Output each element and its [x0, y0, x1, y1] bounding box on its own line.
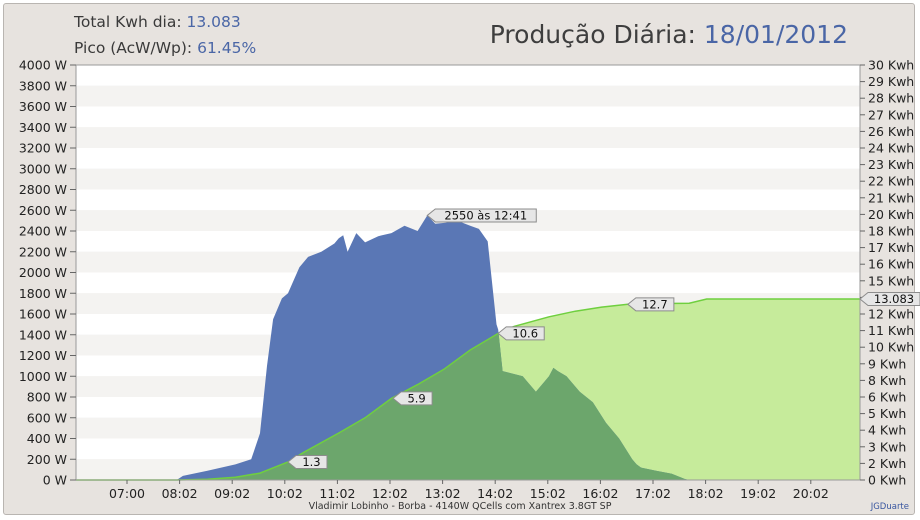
data-label: 10.6 [512, 326, 538, 340]
y-right-tick-label: 3 Kwh [868, 439, 906, 454]
y-right-tick-label: 0 Kwh [868, 473, 906, 488]
y-left-tick-label: 400 W [27, 431, 67, 446]
daily-total-value: 13.083 [186, 13, 241, 31]
x-tick-label: 17:02 [635, 486, 671, 501]
peak-ratio: Pico (AcW/Wp): 61.45% [74, 39, 256, 57]
data-label-box [426, 208, 537, 223]
y-right-tick-label: 8 Kwh [868, 373, 906, 388]
y-right-tick-label: 6 Kwh [868, 390, 906, 405]
data-label-box [497, 326, 545, 341]
y-left-tick-label: 3000 W [19, 161, 67, 176]
y-right-tick-label: 12 Kwh [868, 307, 914, 322]
y-left-tick-label: 3600 W [19, 99, 67, 114]
chart-title-label: Produção Diária: [489, 20, 696, 49]
y-right-tick-label: 27 Kwh [868, 107, 914, 122]
x-tick-label: 16:02 [582, 486, 618, 501]
grid-band [76, 189, 860, 211]
x-tick-label: 11:02 [319, 486, 355, 501]
y-right-tick-label: 24 Kwh [868, 141, 914, 156]
y-right-tick-label: 15 Kwh [868, 273, 914, 288]
y-left-tick-label: 600 W [27, 410, 67, 425]
data-label-box [287, 455, 328, 470]
y-right-tick-label: 2 Kwh [868, 456, 906, 471]
y-left-tick-label: 800 W [27, 390, 67, 405]
y-right-tick-label: 4 Kwh [868, 423, 906, 438]
y-right-tick-label: 17 Kwh [868, 240, 914, 255]
x-tick-label: 09:02 [214, 486, 250, 501]
y-right-tick-label: 5 Kwh [868, 406, 906, 421]
x-tick-label: 19:02 [740, 486, 776, 501]
x-tick-label: 18:02 [688, 486, 724, 501]
grid-band [76, 148, 860, 169]
x-tick-label: 10:02 [267, 486, 303, 501]
daily-total: Total Kwh dia: 13.083 [74, 13, 241, 31]
data-label-box [627, 297, 675, 312]
daily-total-label: Total Kwh dia: [74, 13, 182, 31]
y-right-tick-label: 22 Kwh [868, 174, 914, 189]
y-right-tick-label: 26 Kwh [868, 124, 914, 139]
y-left-tick-label: 2600 W [19, 203, 67, 218]
end-value-label: 13.083 [874, 292, 914, 306]
grid-band [76, 65, 860, 86]
grid-band [76, 106, 860, 128]
y-right-tick-label: 30 Kwh [868, 58, 914, 73]
y-left-tick-label: 200 W [27, 452, 67, 467]
y-left-tick-label: 2400 W [19, 224, 67, 239]
author-credit: JGDuarte [870, 502, 909, 512]
y-right-tick-label: 18 Kwh [868, 224, 914, 239]
power-area [76, 215, 860, 480]
y-right-tick-label: 21 Kwh [868, 190, 914, 205]
y-right-tick-label: 29 Kwh [868, 74, 914, 89]
x-tick-label: 15:02 [530, 486, 566, 501]
y-left-tick-label: 2800 W [19, 182, 67, 197]
y-right-tick-label: 28 Kwh [868, 91, 914, 106]
y-left-tick-label: 3200 W [19, 141, 67, 156]
y-left-tick-label: 4000 W [19, 58, 67, 73]
grid-band [76, 85, 860, 107]
data-label: 2550 às 12:41 [444, 208, 527, 222]
y-left-tick-label: 1000 W [19, 369, 67, 384]
y-left-tick-label: 0 W [43, 473, 67, 488]
grid-band [76, 127, 860, 148]
y-right-tick-label: 23 Kwh [868, 157, 914, 172]
footer-caption: Vladimir Lobinho - Borba - 4140W QCells … [308, 501, 612, 512]
peak-ratio-label: Pico (AcW/Wp): [74, 39, 193, 57]
y-right-tick-label: 20 Kwh [868, 207, 914, 222]
data-label-box [392, 391, 433, 406]
grid-band [76, 168, 860, 190]
y-right-tick-label: 10 Kwh [868, 340, 914, 355]
y-right-tick-label: 11 Kwh [868, 323, 914, 338]
y-left-tick-label: 3800 W [19, 78, 67, 93]
x-tick-label: 07:00 [109, 486, 145, 501]
data-label: 1.3 [302, 455, 320, 469]
y-left-tick-label: 3400 W [19, 120, 67, 135]
data-label: 12.7 [642, 297, 668, 311]
y-left-tick-label: 1400 W [19, 327, 67, 342]
x-tick-label: 08:02 [162, 486, 198, 501]
x-tick-label: 20:02 [793, 486, 829, 501]
y-left-tick-label: 2200 W [19, 244, 67, 259]
end-value-label-box [859, 292, 920, 307]
peak-ratio-value: 61.45% [197, 39, 257, 57]
data-label: 5.9 [407, 391, 425, 405]
energy-line [76, 298, 860, 481]
x-tick-label: 14:02 [477, 486, 513, 501]
chart-title: Produção Diária: 18/01/2012 [490, 20, 848, 49]
y-left-tick-label: 2000 W [19, 265, 67, 280]
y-right-tick-label: 9 Kwh [868, 356, 906, 371]
y-left-tick-label: 1800 W [19, 286, 67, 301]
chart-title-date: 18/01/2012 [703, 20, 848, 49]
y-left-tick-label: 1600 W [19, 307, 67, 322]
x-tick-label: 13:02 [425, 486, 461, 501]
x-tick-label: 12:02 [372, 486, 408, 501]
y-left-tick-label: 1200 W [19, 348, 67, 363]
y-right-tick-label: 16 Kwh [868, 257, 914, 272]
